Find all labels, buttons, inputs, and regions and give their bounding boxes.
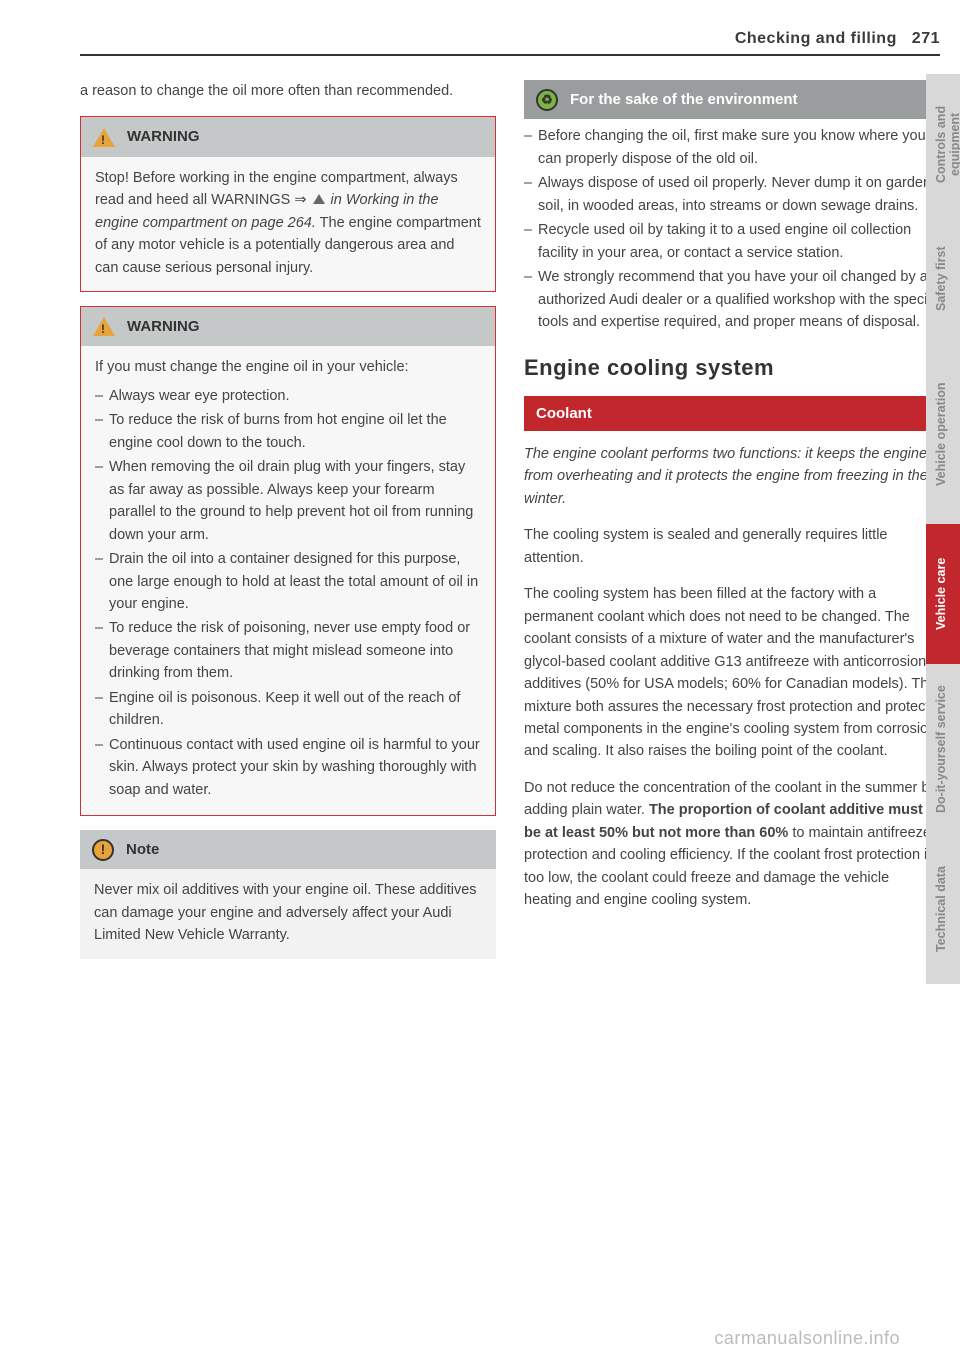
- header-title: Checking and filling: [735, 30, 897, 47]
- env-header: ♻ For the sake of the environment: [524, 80, 940, 119]
- warning-icon: [93, 317, 115, 336]
- subsection-heading: Coolant: [524, 396, 940, 431]
- warning-label-1: WARNING: [127, 125, 200, 148]
- section-heading: Engine cooling system: [524, 351, 940, 385]
- right-column: ♻ For the sake of the environment Before…: [524, 80, 940, 973]
- page-container: Checking and filling 271 a reason to cha…: [0, 0, 960, 993]
- list-item: Always dispose of used oil properly. Nev…: [524, 172, 940, 217]
- side-tabs: Controls and equipment Safety first Vehi…: [926, 74, 960, 984]
- tab-diy[interactable]: Do-it-yourself service: [926, 664, 960, 834]
- list-item: To reduce the risk of poisoning, never u…: [95, 617, 481, 684]
- env-list: Before changing the oil, first make sure…: [524, 125, 940, 333]
- warning-box-2: WARNING If you must change the engine oi…: [80, 306, 496, 816]
- warning-body-2: If you must change the engine oil in you…: [81, 346, 495, 815]
- warning-header-1: WARNING: [81, 117, 495, 156]
- left-column: a reason to change the oil more often th…: [80, 80, 496, 973]
- environment-box: ♻ For the sake of the environment Before…: [524, 80, 940, 333]
- intro-para: a reason to change the oil more often th…: [80, 80, 496, 102]
- tab-operation[interactable]: Vehicle operation: [926, 344, 960, 524]
- list-item: Drain the oil into a container designed …: [95, 548, 481, 615]
- warning2-intro: If you must change the engine oil in you…: [95, 359, 409, 375]
- list-item: When removing the oil drain plug with yo…: [95, 456, 481, 546]
- page-number: 271: [912, 30, 940, 47]
- list-item: Recycle used oil by taking it to a used …: [524, 219, 940, 264]
- note-icon: !: [92, 839, 114, 861]
- list-item: Engine oil is poisonous. Keep it well ou…: [95, 687, 481, 732]
- env-label: For the sake of the environment: [570, 88, 798, 111]
- env-body: Before changing the oil, first make sure…: [524, 125, 940, 333]
- content-columns: a reason to change the oil more often th…: [80, 80, 940, 973]
- list-item: Continuous contact with used engine oil …: [95, 734, 481, 801]
- list-item: Before changing the oil, first make sure…: [524, 125, 940, 170]
- tab-safety[interactable]: Safety first: [926, 214, 960, 344]
- watermark: carmanualsonline.info: [714, 1328, 900, 1349]
- warning2-list: Always wear eye protection. To reduce th…: [95, 385, 481, 801]
- environment-icon: ♻: [536, 89, 558, 111]
- note-label: Note: [126, 838, 159, 861]
- warning-header-2: WARNING: [81, 307, 495, 346]
- note-box: ! Note Never mix oil additives with your…: [80, 830, 496, 959]
- para-p1: The cooling system is sealed and general…: [524, 524, 940, 569]
- page-header: Checking and filling 271: [80, 30, 940, 56]
- note-header: ! Note: [80, 830, 496, 869]
- inline-warning-icon: [313, 194, 325, 204]
- section-intro: The engine coolant performs two function…: [524, 443, 940, 510]
- list-item: To reduce the risk of burns from hot eng…: [95, 409, 481, 454]
- note-body: Never mix oil additives with your engine…: [80, 869, 496, 958]
- tab-vehicle-care[interactable]: Vehicle care: [926, 524, 960, 664]
- tab-technical[interactable]: Technical data: [926, 834, 960, 984]
- para-p3: Do not reduce the concentration of the c…: [524, 777, 940, 912]
- list-item: We strongly recommend that you have your…: [524, 266, 940, 333]
- warning-box-1: WARNING Stop! Before working in the engi…: [80, 116, 496, 292]
- list-item: Always wear eye protection.: [95, 385, 481, 407]
- warning-label-2: WARNING: [127, 315, 200, 338]
- para-p2: The cooling system has been filled at th…: [524, 583, 940, 763]
- warning-icon: [93, 128, 115, 147]
- warning-body-1: Stop! Before working in the engine compa…: [81, 157, 495, 291]
- tab-controls[interactable]: Controls and equipment: [926, 74, 960, 214]
